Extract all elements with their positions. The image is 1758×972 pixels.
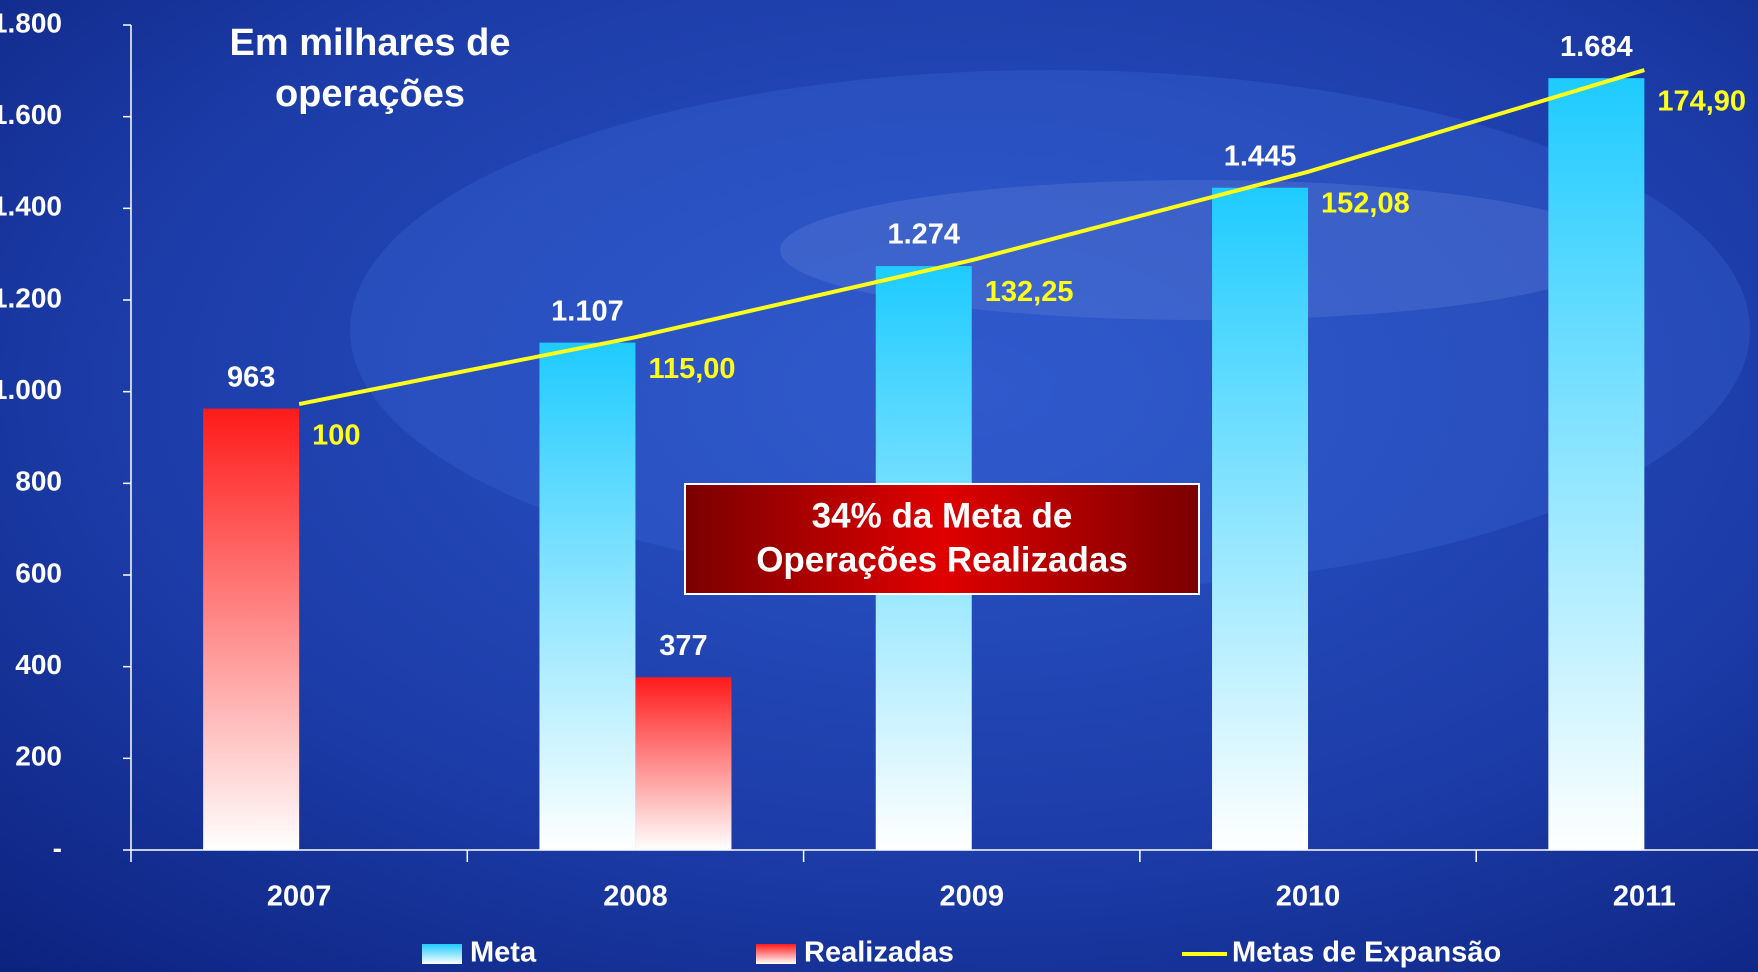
x-tick-label: 2010 xyxy=(1276,881,1341,913)
bar xyxy=(1212,187,1309,851)
line-label: 132,25 xyxy=(985,276,1074,308)
plot-area: - 200 400 600 800 1.000 1.200 1.400 1.600 1.800 20… xyxy=(0,7,1758,913)
legend-label: Metas de Expansão xyxy=(1232,937,1501,969)
annotation-box xyxy=(684,483,1200,595)
legend-swatch xyxy=(756,944,796,964)
data-label: 1.445 xyxy=(1224,140,1297,172)
y-tick-label: 800 xyxy=(15,466,62,497)
line-label: 100 xyxy=(312,420,360,452)
data-label: 1.684 xyxy=(1560,31,1633,63)
x-tick-label: 2007 xyxy=(267,881,332,913)
legend-label: Realizadas xyxy=(804,937,954,969)
bar xyxy=(539,342,636,850)
y-tick-label: 1.600 xyxy=(0,99,62,130)
y-tick-label: - xyxy=(53,832,62,863)
y-tick-label: 200 xyxy=(15,741,62,772)
x-tick-label: 2008 xyxy=(603,881,668,913)
bar xyxy=(203,408,300,850)
y-tick-label: 600 xyxy=(15,557,62,588)
flag-shape xyxy=(350,70,1750,590)
y-tick-label: 1.200 xyxy=(0,282,62,313)
annotation: Operações Realizadas xyxy=(756,540,1128,579)
y-tick-label: 1.800 xyxy=(0,7,62,38)
title: operações xyxy=(275,73,465,115)
y-tick-label: 1.400 xyxy=(0,191,62,222)
line xyxy=(298,68,1645,407)
title: Em milhares de xyxy=(230,22,511,64)
y-tick-label: 400 xyxy=(15,649,62,680)
y-tick-label: 1.000 xyxy=(0,374,62,405)
annotation: 34% da Meta de xyxy=(812,496,1073,535)
line-label: 152,08 xyxy=(1321,187,1410,219)
data-label: 963 xyxy=(227,361,275,393)
flag-band xyxy=(780,180,1620,320)
data-label: 377 xyxy=(659,630,707,662)
data-label: 1.107 xyxy=(551,295,624,327)
x-tick-label: 2011 xyxy=(1613,881,1676,913)
x-tick-label: 2009 xyxy=(939,881,1004,913)
line-label: 115,00 xyxy=(648,353,735,385)
bar xyxy=(1548,78,1645,850)
legend-swatch xyxy=(422,944,462,964)
line-label: 174,90 xyxy=(1657,86,1746,118)
data-label: 1.274 xyxy=(887,219,960,251)
bar xyxy=(635,677,732,850)
legend-label: Meta xyxy=(470,937,537,969)
